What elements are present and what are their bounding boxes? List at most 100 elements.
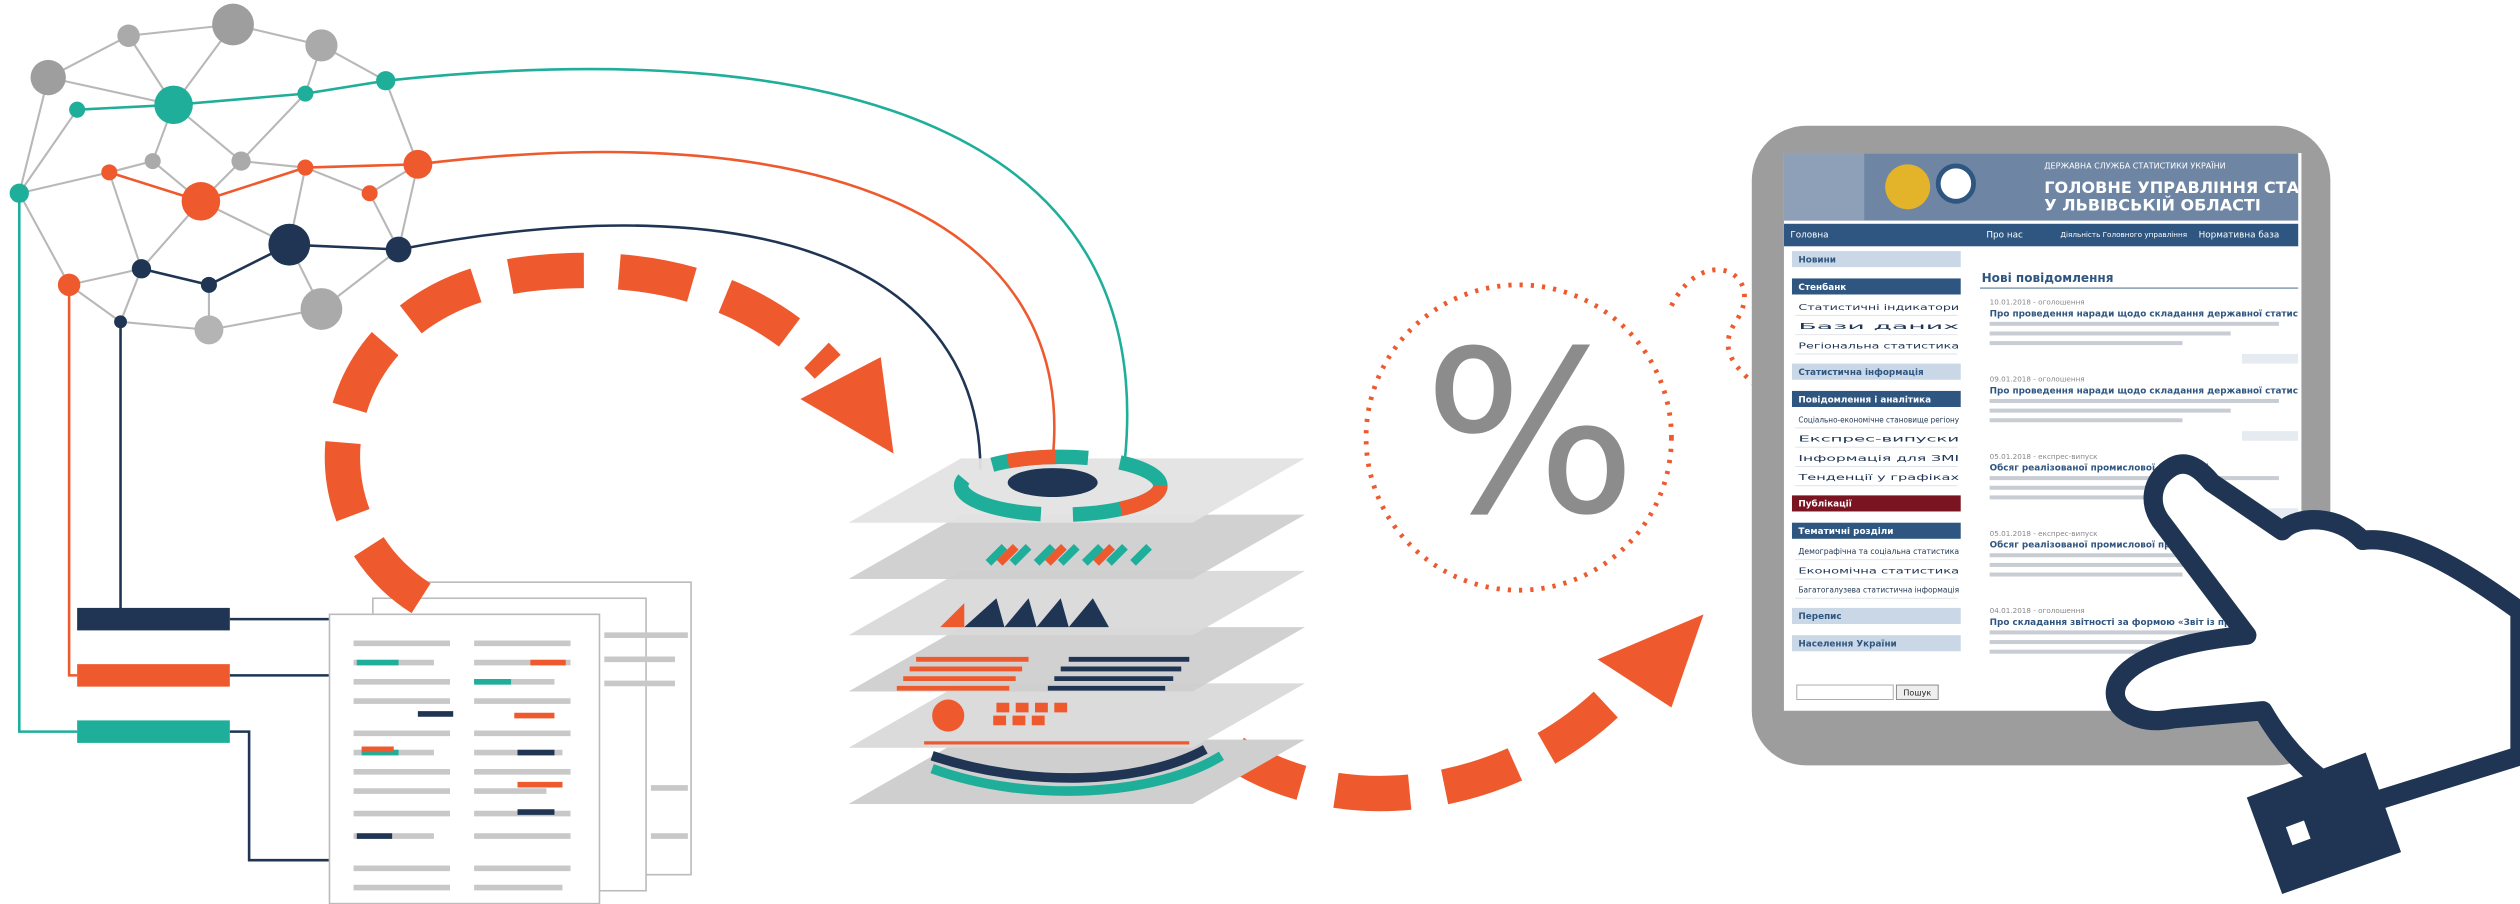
network-nodes-part	[154, 85, 193, 125]
data-layers-part	[1047, 656, 1190, 691]
data-layers-part	[1007, 468, 1098, 497]
website: ДЕРЖАВНА СЛУЖБА СТАТИСТИКИ УКРАЇНИ ГОЛОВ…	[1783, 153, 2520, 700]
sidebar-heading-bg	[1791, 390, 1961, 407]
network-nodes	[9, 3, 433, 345]
sidebar-heading: Публікації	[1798, 499, 1851, 510]
news-text-line	[1989, 476, 2279, 481]
sidebar-link: Тенденції у графіках	[1797, 473, 1960, 482]
website-part	[1783, 153, 2299, 221]
sidebar-link: Багатогалузева статистична інформація	[1798, 586, 1959, 595]
arrow-heads-part	[800, 357, 894, 454]
data-layers	[848, 449, 1305, 804]
data-layers-part	[930, 745, 1208, 783]
documents-part	[356, 711, 555, 839]
sidebar-heading: Населення України	[1798, 640, 1896, 650]
news-text-line	[1989, 408, 2231, 413]
arrow-heads	[800, 357, 1704, 708]
sidebar-link: Бази даних	[1798, 322, 1960, 331]
sidebar-heading: Статистична інформація	[1798, 367, 1923, 378]
more-link-bg	[2241, 431, 2299, 441]
data-flow-lines-part	[67, 163, 418, 677]
network-nodes-part	[297, 159, 314, 176]
sidebar-link: Економічна статистика	[1798, 566, 1959, 575]
data-layers-part	[953, 449, 1168, 522]
news-date: 05.01.2018 - експрес-випуск	[1990, 529, 2099, 538]
sidebar-link: Регіональна статистика	[1798, 341, 1959, 350]
site-title: У ЛЬВІВСЬКІЙ ОБЛАСТІ	[2044, 196, 2261, 215]
data-flow-lines-part	[417, 150, 1056, 459]
news-text-line	[1989, 398, 2279, 403]
sidebar-heading-bg	[1791, 635, 1961, 652]
sidebar-link: Демографічна та соціальна статистика	[1798, 547, 1959, 556]
network-nodes-part	[114, 315, 127, 329]
website-part	[1783, 223, 2299, 247]
legend-bars-part	[77, 607, 230, 631]
network-nodes-part	[305, 29, 338, 62]
network-nodes-part	[131, 259, 152, 279]
news-text-line	[1989, 562, 2231, 567]
news-text-line	[1989, 495, 2183, 500]
news-text-line	[1989, 630, 2279, 635]
agency-name: ДЕРЖАВНА СЛУЖБА СТАТИСТИКИ УКРАЇНИ	[2044, 160, 2225, 170]
data-layers-part	[896, 656, 1029, 691]
news-title: Обсяг реалізованої промислової продукції…	[1990, 540, 2315, 551]
documents-part	[356, 659, 512, 756]
network-nodes-part	[9, 183, 29, 203]
search-button-bg	[1895, 684, 1939, 700]
news-title: Про проведення наради щодо складання дер…	[1990, 385, 2503, 396]
news-title: Про складання звітності за формою «Звіт …	[1990, 617, 2313, 628]
news-date: 09.01.2018 - оголошення	[1990, 375, 2085, 384]
news-text-line	[1989, 640, 2231, 645]
process-arrows	[324, 252, 1640, 812]
sidebar-heading-bg	[1791, 495, 1961, 512]
sidebar-heading: Стенбанк	[1798, 282, 1846, 293]
network-nodes-part	[194, 315, 224, 345]
nav-item: Головна	[1790, 231, 1828, 241]
documents-part	[328, 613, 601, 904]
network-nodes-part	[231, 151, 251, 171]
data-layers-part	[993, 702, 1068, 726]
network-nodes-part	[101, 164, 118, 181]
data-layers-part	[848, 683, 1305, 748]
news-text-line	[1989, 649, 2183, 654]
data-layers-part	[996, 543, 1115, 566]
sidebar-link: Статистичні індикатори	[1798, 303, 1959, 312]
sidebar-heading-bg	[1791, 607, 1961, 624]
sidebar-heading-bg	[1791, 251, 1961, 268]
news-text-line	[1989, 553, 2279, 558]
site-title: ГОЛОВНЕ УПРАВЛІННЯ СТАТИСТ	[2044, 178, 2346, 197]
news-text-line	[1989, 321, 2279, 326]
sidebar-heading-bg	[1791, 278, 1961, 295]
percent-badge: %	[1363, 267, 1796, 593]
news-text-line	[1989, 485, 2231, 490]
sidebar-link: Соціально-економічне становище регіону	[1798, 415, 1959, 424]
legend-bars-part	[77, 664, 230, 687]
legend-bars	[77, 607, 230, 743]
sidebar-heading: Тематичні розділи	[1798, 526, 1893, 537]
documents-part	[361, 659, 566, 788]
sidebar-heading-bg	[1791, 522, 1961, 539]
data-layers-part	[985, 543, 1152, 566]
network-nodes-part	[268, 223, 311, 266]
news-date: 05.01.2018 - експрес-випуск	[1990, 452, 2099, 461]
network-nodes-part	[300, 288, 343, 330]
news-text-line	[1989, 418, 2183, 423]
network-nodes-part	[403, 149, 433, 179]
news-date: 10.01.2018 - оголошення	[1990, 298, 2085, 307]
sidebar-link: Експрес-випуски	[1798, 435, 1959, 444]
arrow-heads-part	[1597, 614, 1704, 708]
network-nodes-part	[30, 59, 66, 96]
pointing-hand	[2105, 454, 2520, 894]
pointing-hand-part	[2285, 820, 2311, 846]
news-title: Про проведення наради щодо складання дер…	[1990, 308, 2520, 319]
nav-item: Діяльність Головного управління	[2060, 230, 2187, 239]
network-nodes-part	[361, 185, 378, 202]
news-text-line	[1989, 341, 2183, 346]
network-nodes-part	[117, 24, 140, 47]
data-layers-part	[964, 598, 1109, 628]
network-nodes-part	[376, 71, 396, 91]
data-layers-part	[940, 603, 965, 628]
